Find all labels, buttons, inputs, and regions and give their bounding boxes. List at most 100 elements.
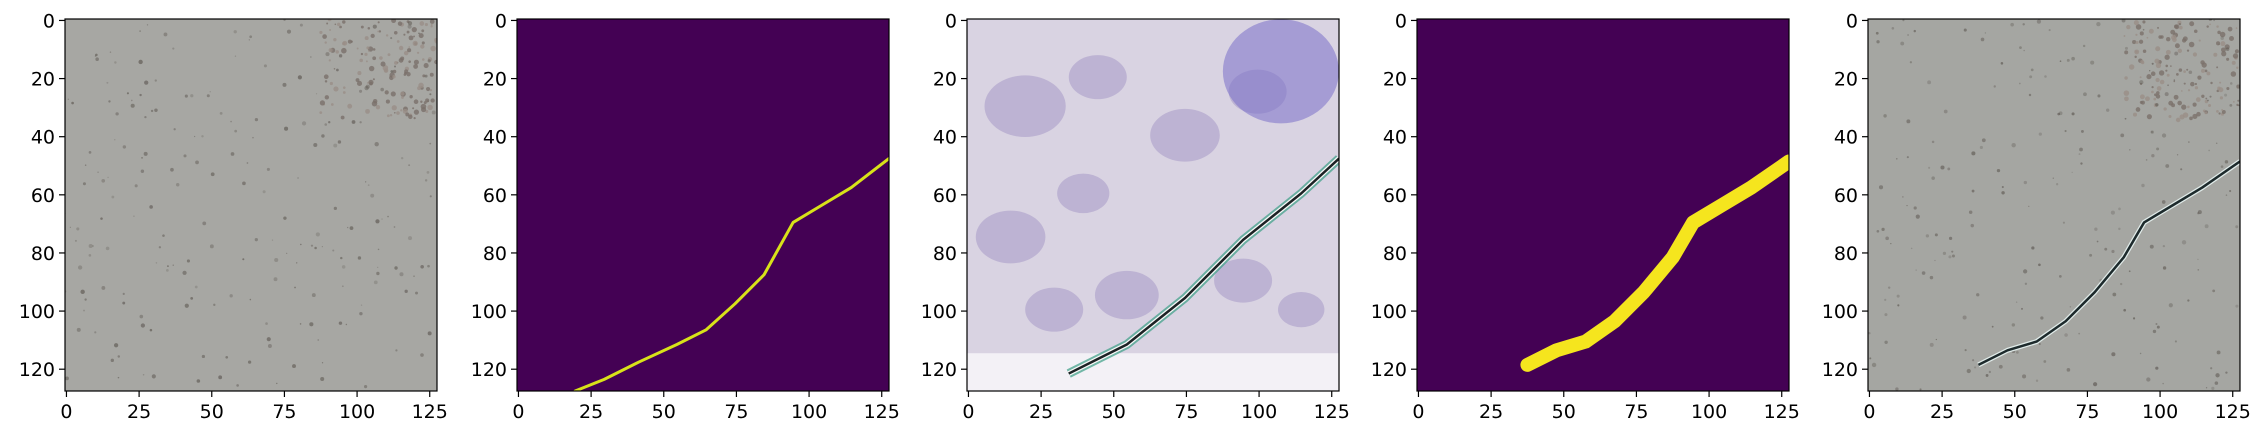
surface-speckle <box>2139 31 2144 36</box>
surface-speckle <box>2031 246 2035 250</box>
surface-speckle <box>143 151 148 156</box>
surface-speckle <box>320 377 325 382</box>
surface-speckle <box>1966 368 1971 374</box>
surface-speckle <box>1902 19 1905 22</box>
surface-speckle <box>421 29 425 33</box>
surface-speckle <box>408 35 414 41</box>
x-tick-label: 100 <box>1241 401 1277 423</box>
surface-speckle <box>418 82 424 89</box>
surface-speckle <box>401 96 404 99</box>
surface-speckle <box>359 121 362 124</box>
surface-speckle <box>2059 60 2062 63</box>
surface-speckle <box>95 53 98 57</box>
surface-speckle <box>394 65 396 68</box>
surface-speckle <box>286 252 288 255</box>
surface-speckle <box>1909 61 1913 64</box>
surface-speckle <box>2205 97 2208 100</box>
surface-speckle <box>2165 36 2171 42</box>
surface-speckle <box>142 374 145 376</box>
surface-speckle <box>122 301 126 305</box>
surface-speckle <box>2237 99 2240 102</box>
surface-speckle <box>2162 382 2164 385</box>
surface-speckle <box>80 289 85 295</box>
surface-speckle <box>218 375 223 380</box>
surface-speckle <box>186 259 190 263</box>
surface-speckle <box>2161 200 2166 204</box>
y-tick-label: 60 <box>1834 185 1858 207</box>
surface-speckle <box>2140 59 2144 64</box>
surface-speckle <box>2170 65 2172 67</box>
surface-speckle <box>95 57 99 61</box>
surface-speckle <box>1940 165 1945 170</box>
surface-speckle <box>2155 94 2161 99</box>
surface-speckle <box>2173 94 2179 100</box>
surface-speckle <box>234 55 237 57</box>
surface-speckle <box>183 154 187 158</box>
surface-speckle <box>404 289 408 293</box>
surface-speckle <box>2106 108 2110 112</box>
y-tick-label: 0 <box>495 10 507 32</box>
surface-speckle <box>2066 368 2071 372</box>
surface-speckle <box>162 234 165 237</box>
x-tick-label: 125 <box>412 401 448 423</box>
surface-speckle <box>117 376 120 379</box>
surface-speckle <box>247 360 252 364</box>
surface-speckle <box>2000 62 2004 65</box>
surface-speckle <box>429 19 435 24</box>
surface-speckle <box>2166 73 2170 77</box>
panel-2-frame <box>516 18 890 392</box>
surface-speckle <box>2152 329 2157 334</box>
surface-speckle <box>434 59 437 65</box>
y-tick-label: 60 <box>933 185 957 207</box>
surface-speckle <box>400 156 404 160</box>
surface-speckle <box>2151 154 2155 158</box>
surface-speckle <box>407 48 412 53</box>
surface-speckle <box>122 145 127 149</box>
surface-speckle <box>2133 20 2139 26</box>
surface-speckle <box>1919 388 1922 391</box>
surface-speckle <box>252 136 254 139</box>
surface-speckle <box>1921 271 1926 275</box>
surface-speckle <box>333 67 336 70</box>
surface-speckle <box>372 56 377 61</box>
surface-speckle <box>424 74 428 78</box>
texture-blob <box>1278 292 1325 328</box>
surface-speckle <box>1988 370 1992 374</box>
surface-speckle <box>2156 325 2160 329</box>
y-tick-label: 100 <box>19 301 55 323</box>
surface-speckle <box>341 265 346 269</box>
surface-speckle <box>139 314 144 319</box>
surface-speckle <box>233 30 237 34</box>
surface-speckle <box>91 244 95 248</box>
surface-speckle <box>408 114 413 120</box>
surface-speckle <box>2146 114 2152 120</box>
surface-speckle <box>2089 253 2093 257</box>
surface-speckle <box>108 100 111 103</box>
surface-speckle <box>313 142 318 148</box>
surface-speckle <box>2232 53 2239 59</box>
y-tick-label: 20 <box>1383 69 1407 91</box>
surface-speckle <box>2210 81 2213 85</box>
x-tick-label: 0 <box>512 401 524 423</box>
surface-speckle <box>2150 71 2156 77</box>
surface-speckle <box>389 114 393 117</box>
surface-speckle <box>2206 71 2211 76</box>
surface-speckle <box>1896 294 1900 298</box>
surface-speckle <box>267 344 272 348</box>
surface-speckle <box>431 110 436 115</box>
surface-speckle <box>372 24 377 29</box>
surface-speckle <box>427 57 433 62</box>
surface-speckle <box>430 23 433 26</box>
surface-speckle <box>411 27 417 33</box>
surface-speckle <box>377 21 380 24</box>
surface-speckle <box>420 265 424 269</box>
surface-speckle <box>150 109 154 113</box>
surface-speckle <box>2182 112 2189 118</box>
surface-speckle <box>2132 39 2137 45</box>
surface-speckle <box>349 226 354 231</box>
surface-speckle <box>219 111 223 115</box>
surface-speckle <box>2145 96 2150 102</box>
surface-speckle <box>329 29 332 31</box>
surface-speckle <box>2221 51 2227 57</box>
surface-speckle <box>2167 84 2169 87</box>
